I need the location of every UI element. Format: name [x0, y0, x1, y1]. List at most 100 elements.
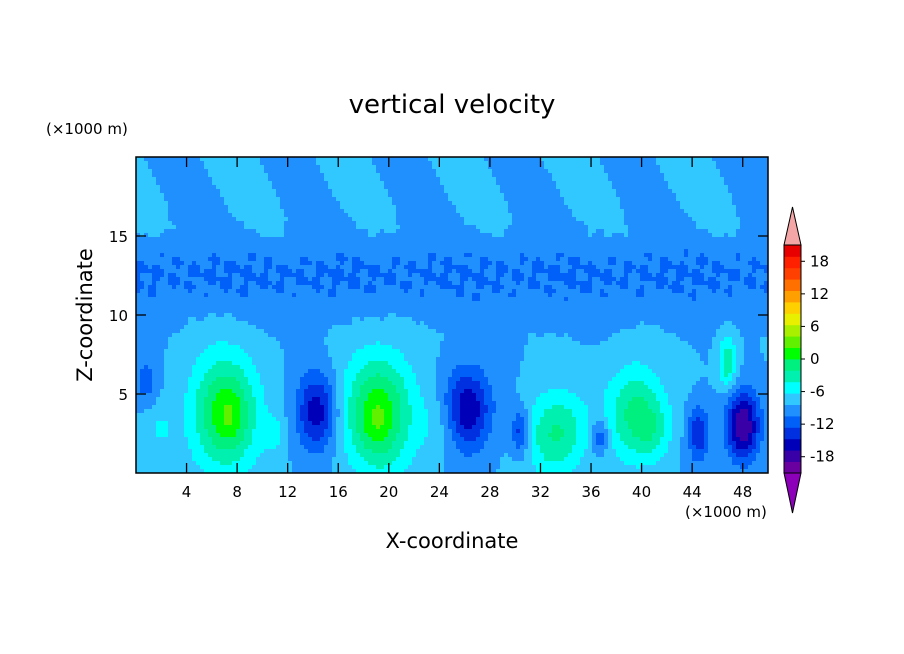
contour-row [136, 449, 768, 454]
x-tick-label: 24 [430, 483, 449, 501]
contour-row [136, 457, 768, 462]
contour-row [136, 217, 768, 222]
colorbar-segment [784, 370, 801, 383]
colorbar-segment [784, 381, 801, 394]
contour-row [136, 253, 768, 258]
contour-row [136, 397, 768, 402]
contour-row [136, 165, 768, 170]
contour-row [136, 461, 768, 466]
contour-row [136, 277, 768, 282]
colorbar-segment [784, 359, 801, 371]
contour-row [136, 345, 768, 350]
chart-title: vertical velocity [349, 90, 556, 120]
contour-row [136, 285, 768, 290]
colorbar-segment [784, 450, 801, 462]
colorbar-label: -6 [810, 383, 825, 401]
contour-row [136, 157, 768, 162]
colorbar-segment [784, 290, 801, 303]
contour-row [136, 293, 768, 298]
contour-row [136, 173, 768, 178]
contour-row [136, 205, 768, 210]
contour-row [136, 361, 768, 366]
contour-row [136, 465, 768, 470]
contour-row [136, 309, 768, 314]
contour-row [136, 349, 768, 354]
colorbar-segment [784, 256, 801, 269]
colorbar-label: 0 [810, 350, 820, 368]
contour-row [136, 445, 768, 450]
contour-row [136, 301, 768, 306]
contour-row [136, 329, 768, 334]
colorbar-segment [784, 245, 801, 257]
contour-row [136, 241, 768, 246]
contour-row [136, 385, 768, 390]
x-tick-label: 16 [329, 483, 348, 501]
x-axis-label: X-coordinate [386, 529, 519, 553]
y-axis-label: Z-coordinate [73, 248, 97, 382]
contour-row [136, 281, 768, 286]
contour-row [136, 453, 768, 458]
contour-row [136, 209, 768, 214]
y-axis: 5 10 15 [109, 228, 768, 404]
contour-row [136, 469, 768, 473]
contour-row [136, 365, 768, 370]
colorbar-segment [784, 347, 801, 360]
contour-row [136, 213, 768, 218]
contour-row [136, 257, 768, 262]
contour-row [136, 245, 768, 250]
colorbar-segment [784, 438, 801, 451]
colorbar-segment [784, 279, 801, 291]
contour-row [136, 225, 768, 230]
contour-row [136, 297, 768, 302]
colorbar-segment [784, 336, 801, 348]
contour-row [136, 369, 768, 374]
colorbar-lower-extend [783, 472, 802, 514]
contour-row [136, 177, 768, 182]
y-tick-label: 15 [109, 228, 128, 246]
contour-row [136, 289, 768, 294]
contour-row [136, 393, 768, 398]
colorbar-label: 12 [810, 285, 829, 303]
colorbar-label: -18 [810, 448, 835, 466]
contour-row [136, 337, 768, 342]
contour-row [136, 409, 768, 414]
colorbar-segment [784, 302, 801, 314]
contour-row [136, 229, 768, 234]
contour-row [136, 237, 768, 242]
colorbar-segment [784, 461, 801, 474]
contour-row [136, 201, 768, 206]
x-tick-label: 8 [232, 483, 242, 501]
colorbar-label: 18 [810, 252, 829, 270]
x-tick-label: 12 [278, 483, 297, 501]
contour-row [136, 429, 768, 434]
x-tick-label: 20 [379, 483, 398, 501]
contour-field [136, 157, 768, 473]
contour-row [136, 333, 768, 338]
contour-row [136, 401, 768, 406]
contour-row [136, 265, 768, 270]
contour-row [136, 437, 768, 442]
contour-row [136, 317, 768, 322]
contour-row [136, 185, 768, 190]
contour-row [136, 305, 768, 310]
x-unit-label: (×1000 m) [685, 503, 767, 521]
colorbar-label: 6 [810, 317, 820, 335]
colorbar-segment [784, 324, 801, 337]
x-tick-label: 40 [632, 483, 651, 501]
contour-row [136, 269, 768, 274]
contour-row [136, 433, 768, 438]
contour-row [136, 313, 768, 318]
colorbar-upper-extend [783, 206, 802, 246]
x-tick-label: 44 [683, 483, 702, 501]
contour-row [136, 325, 768, 330]
contour-row [136, 193, 768, 198]
contour-row [136, 381, 768, 386]
contour-row [136, 413, 768, 418]
contour-row [136, 353, 768, 358]
contour-row [136, 197, 768, 202]
y-tick-label: 5 [118, 386, 128, 404]
colorbar-segment [784, 393, 801, 405]
x-tick-label: 4 [182, 483, 192, 501]
y-tick-label: 10 [109, 307, 128, 325]
